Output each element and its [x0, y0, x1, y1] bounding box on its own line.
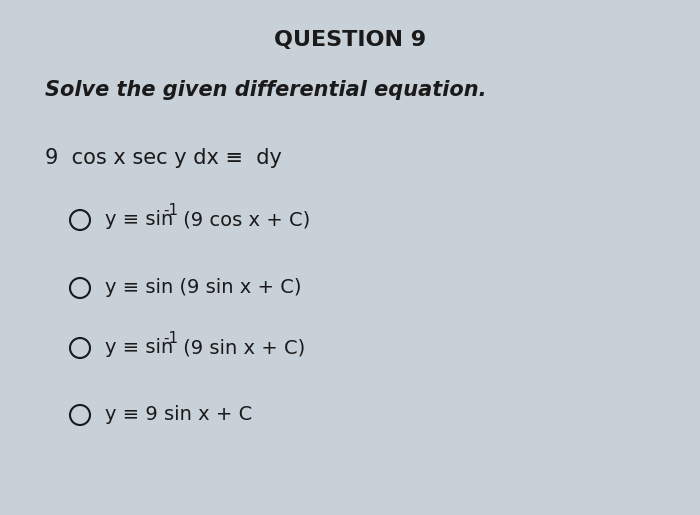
Text: (9 cos x + C): (9 cos x + C): [177, 210, 310, 229]
Text: Solve the given differential equation.: Solve the given differential equation.: [45, 80, 486, 100]
Text: -1: -1: [163, 203, 179, 218]
Text: 9  cos x sec y dx ≡  dy: 9 cos x sec y dx ≡ dy: [45, 148, 282, 168]
Text: (9 sin x + C): (9 sin x + C): [177, 338, 305, 357]
Text: QUESTION 9: QUESTION 9: [274, 30, 426, 50]
Text: y ≡ 9 sin x + C: y ≡ 9 sin x + C: [105, 405, 252, 424]
Text: y ≡ sin: y ≡ sin: [105, 338, 174, 357]
Text: y ≡ sin (9 sin x + C): y ≡ sin (9 sin x + C): [105, 278, 302, 297]
Text: y ≡ sin: y ≡ sin: [105, 210, 174, 229]
Text: -1: -1: [163, 331, 179, 346]
